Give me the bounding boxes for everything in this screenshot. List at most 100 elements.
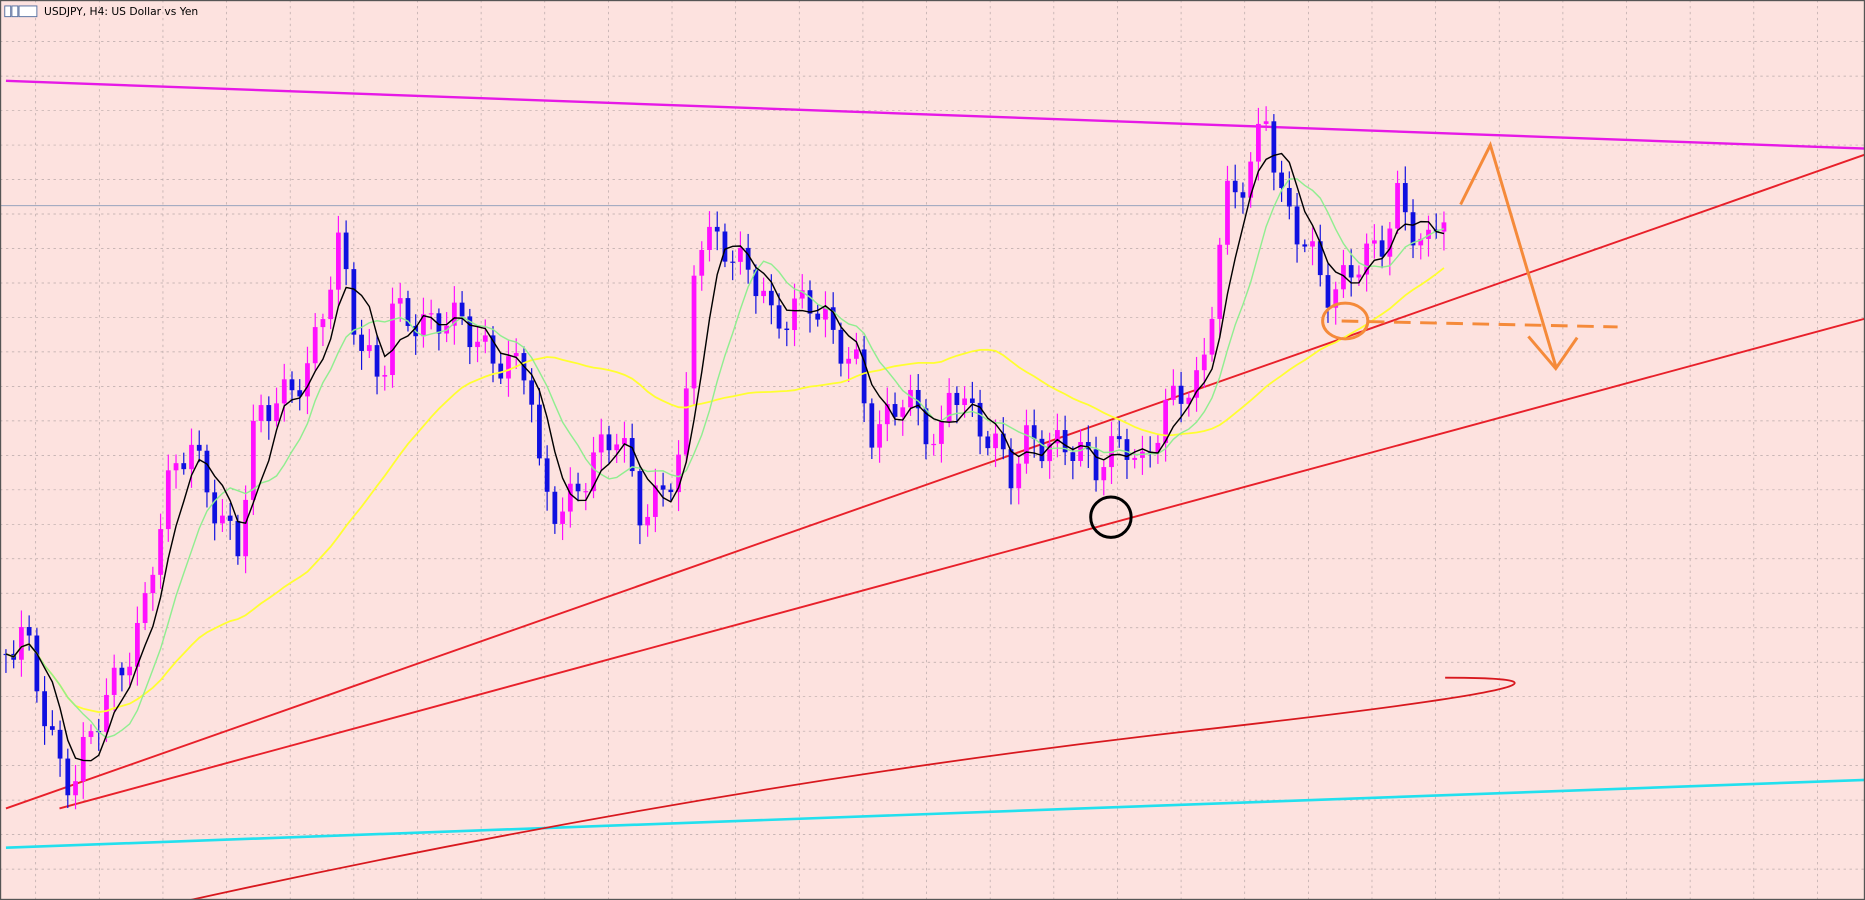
candle-body xyxy=(1024,425,1029,464)
candle-body xyxy=(1101,467,1107,481)
candle-body xyxy=(962,398,967,406)
candle-body xyxy=(1402,183,1408,213)
candle-body xyxy=(1008,449,1014,489)
candle-body xyxy=(336,232,341,290)
trendline-red xyxy=(59,317,1865,810)
candle-body xyxy=(42,691,47,727)
candle-body xyxy=(312,327,318,364)
annotation-arrowhead xyxy=(1527,335,1579,371)
candle-body xyxy=(1279,172,1284,188)
candle-body xyxy=(281,379,287,404)
candle-body xyxy=(652,485,658,517)
candle-body xyxy=(150,574,156,594)
candle-body xyxy=(1441,222,1447,232)
candle-body xyxy=(738,247,743,262)
candle-body xyxy=(861,349,867,404)
candle-body xyxy=(908,389,913,408)
candle-body xyxy=(1039,438,1045,462)
candle-body xyxy=(1248,161,1254,198)
candle-body xyxy=(900,407,906,417)
trendline-cyan xyxy=(5,778,1865,849)
candle-body xyxy=(49,726,55,730)
candle-body xyxy=(969,398,975,403)
candle-body xyxy=(359,334,364,351)
candle-body xyxy=(266,405,272,422)
candle-body xyxy=(366,345,372,351)
candle-body xyxy=(405,298,411,326)
candle-body xyxy=(119,667,125,676)
candle-body xyxy=(946,392,952,422)
candle-body xyxy=(877,424,882,448)
candle-body xyxy=(134,623,140,667)
candle-body xyxy=(19,627,24,660)
candle-body xyxy=(993,433,998,449)
candle-body xyxy=(892,404,898,417)
candle-body xyxy=(173,463,179,471)
candle-body xyxy=(111,667,117,695)
candle-body xyxy=(529,380,535,405)
candle-body xyxy=(923,408,929,445)
candle-body xyxy=(645,516,651,526)
annotation-arrow xyxy=(1459,141,1558,367)
candle-body xyxy=(606,434,612,451)
candle-body xyxy=(88,731,94,737)
candle-body xyxy=(421,314,426,337)
candle-body xyxy=(127,666,133,676)
candle-body xyxy=(467,316,473,348)
candle-body xyxy=(196,444,202,451)
candle-body xyxy=(1085,442,1091,450)
candle-body xyxy=(939,421,944,444)
candle-body xyxy=(1271,121,1277,173)
candle-body xyxy=(104,694,109,732)
candle-body xyxy=(1426,229,1431,239)
candle-body xyxy=(1310,241,1315,247)
candle-body xyxy=(1000,433,1006,450)
candle-body xyxy=(622,438,627,445)
candle-body xyxy=(591,452,596,492)
candle-body xyxy=(428,313,434,315)
candle-body xyxy=(498,363,504,379)
candle-body xyxy=(853,349,859,359)
candle-body xyxy=(1410,212,1416,246)
candle-body xyxy=(846,358,852,364)
candle-body xyxy=(1240,192,1246,198)
candle-body xyxy=(784,328,790,331)
candle-body xyxy=(614,444,620,451)
moving-average xyxy=(5,267,1445,714)
candle-body xyxy=(1031,425,1037,439)
candle-body xyxy=(1163,399,1169,443)
candle-body xyxy=(1317,241,1323,276)
candle-body xyxy=(575,483,581,492)
annotation-ellipse xyxy=(1321,301,1370,341)
candle-body xyxy=(289,379,295,391)
candle-body xyxy=(683,388,689,455)
candle-body xyxy=(1170,385,1176,400)
window-icon xyxy=(11,5,19,18)
candle-body xyxy=(1132,457,1138,460)
candle-body xyxy=(730,261,736,263)
candle-body xyxy=(1225,180,1230,245)
window-icon xyxy=(18,5,38,18)
candle-body xyxy=(660,485,666,490)
candle-body xyxy=(1348,265,1354,278)
candle-body xyxy=(807,290,813,314)
candle-body xyxy=(243,499,248,557)
candle-body xyxy=(931,443,937,446)
candle-body xyxy=(506,356,511,379)
candle-body xyxy=(235,520,241,557)
candle-body xyxy=(1364,243,1370,275)
trendline-magenta xyxy=(5,79,1865,150)
candle-body xyxy=(537,404,542,459)
candle-body xyxy=(459,302,465,317)
candle-body xyxy=(815,313,821,320)
candle-body xyxy=(985,436,991,449)
candle-body xyxy=(297,390,303,397)
candle-body xyxy=(1379,240,1385,257)
candle-body xyxy=(1201,354,1207,371)
candle-body xyxy=(1194,370,1199,398)
candle-body xyxy=(722,231,728,262)
candle-body xyxy=(26,627,32,636)
